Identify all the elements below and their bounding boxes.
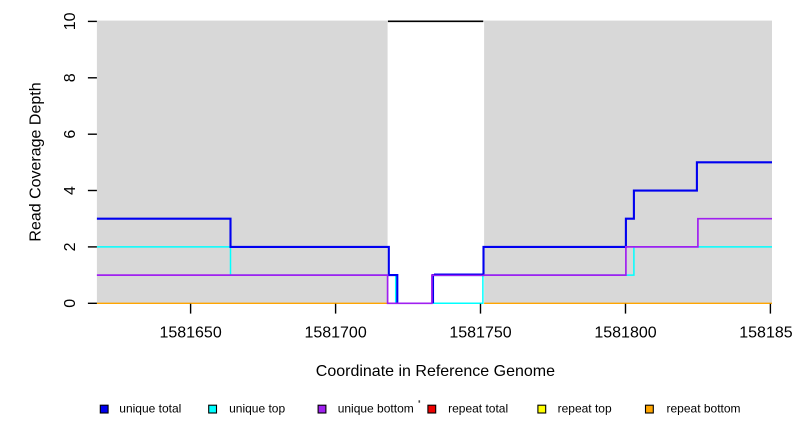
svg-text:1581750: 1581750 [449,325,511,342]
svg-text:1581850: 1581850 [739,325,792,342]
svg-text:1581800: 1581800 [594,325,656,342]
svg-text:1581700: 1581700 [304,325,366,342]
svg-text:2: 2 [62,242,79,251]
svg-text:Read Coverage Depth: Read Coverage Depth [28,82,45,241]
svg-text:repeat top: repeat top [558,402,612,416]
svg-text:unique top: unique top [229,402,285,416]
svg-text:unique total: unique total [119,402,181,416]
svg-text:repeat bottom: repeat bottom [667,402,741,416]
svg-text:6: 6 [62,130,79,139]
svg-text:0: 0 [62,299,79,308]
svg-text:repeat total: repeat total [448,402,508,416]
svg-text:unique bottom: unique bottom [338,402,414,416]
svg-text:8: 8 [62,73,79,82]
svg-text:4: 4 [62,186,79,195]
svg-text:1581650: 1581650 [159,325,221,342]
svg-text:10: 10 [62,12,79,30]
svg-text:Coordinate in Reference Genome: Coordinate in Reference Genome [316,363,555,380]
